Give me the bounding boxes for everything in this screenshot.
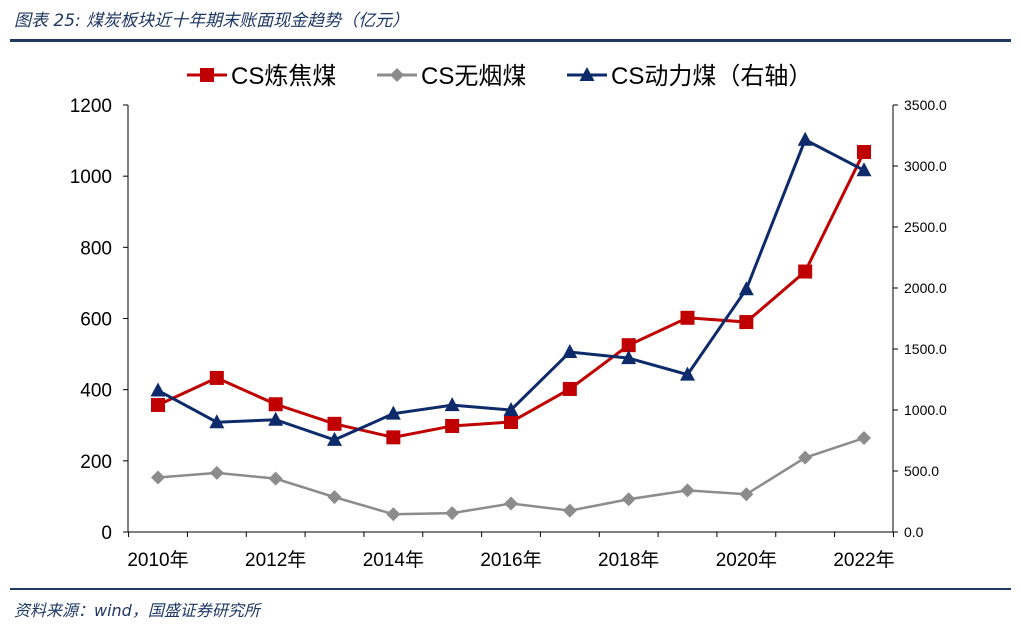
data-point-coking-coal xyxy=(268,397,283,412)
data-point-thermal-coal xyxy=(797,131,813,146)
x-tick-label: 2022年 xyxy=(833,549,894,571)
y-right-tick-label: 0.0 xyxy=(904,524,924,540)
y-left-tick-label: 200 xyxy=(80,452,112,473)
data-point-anthracite xyxy=(268,471,283,486)
legend-marker xyxy=(579,67,595,81)
x-tick-label: 2018年 xyxy=(598,549,659,571)
caption-rule xyxy=(10,39,1011,42)
data-point-anthracite xyxy=(445,506,460,521)
legend-item-thermal-coal: CS动力煤（右轴） xyxy=(567,63,812,90)
y-right-tick-label: 500.0 xyxy=(904,463,939,479)
data-point-anthracite xyxy=(386,507,401,522)
series-coking-coal xyxy=(151,144,871,445)
data-point-anthracite xyxy=(739,487,754,502)
y-right-tick-label: 3500.0 xyxy=(904,97,947,113)
x-tick-label: 2010年 xyxy=(127,549,188,571)
legend-item-coking-coal: CS炼焦煤 xyxy=(187,63,336,90)
data-point-coking-coal xyxy=(504,415,518,430)
data-point-thermal-coal xyxy=(680,366,695,381)
y-left-tick-label: 0 xyxy=(101,523,112,544)
series-line-coking-coal xyxy=(157,151,866,439)
series-anthracite xyxy=(151,431,871,522)
x-tick-label: 2016年 xyxy=(480,549,541,571)
data-point-thermal-coal xyxy=(327,431,342,446)
data-point-anthracite xyxy=(562,503,577,518)
legend-label: CS无烟煤 xyxy=(421,63,526,90)
data-point-anthracite xyxy=(857,431,871,446)
data-point-coking-coal xyxy=(327,416,342,431)
data-point-coking-coal xyxy=(151,397,165,412)
series-line-thermal-coal xyxy=(157,137,865,442)
data-point-thermal-coal xyxy=(444,397,460,412)
legend-label: CS炼焦煤 xyxy=(231,63,336,90)
data-point-anthracite xyxy=(327,490,342,505)
figure-caption: 图表 25: 煤炭板块近十年期末账面现金趋势（亿元） xyxy=(14,11,410,31)
data-point-anthracite xyxy=(504,496,518,511)
data-point-anthracite xyxy=(621,492,636,507)
data-point-coking-coal xyxy=(798,264,813,279)
data-point-thermal-coal xyxy=(503,402,519,416)
data-point-thermal-coal xyxy=(562,344,578,359)
axes: 0 200 400 600 800 1000 1200 0.0 500.0 1000.0 1500.… xyxy=(70,96,947,571)
y-left-tick-label: 600 xyxy=(80,310,112,331)
x-tick-label: 2012年 xyxy=(245,549,306,571)
legend-marker xyxy=(200,68,214,82)
y-left-tick-label: 800 xyxy=(80,238,112,259)
data-point-anthracite xyxy=(680,483,695,498)
data-point-coking-coal xyxy=(209,370,224,385)
data-point-anthracite xyxy=(209,465,224,480)
data-point-anthracite xyxy=(798,450,813,465)
legend-label: CS动力煤（右轴） xyxy=(611,63,812,90)
y-right-tick-label: 1000.0 xyxy=(904,402,947,418)
y-right-tick-label: 1500.0 xyxy=(904,341,947,357)
data-point-coking-coal xyxy=(739,315,754,330)
y-left-tick-label: 1000 xyxy=(70,167,112,188)
series-layer xyxy=(150,131,872,522)
data-point-coking-coal xyxy=(386,430,401,445)
source-note: 资料来源：wind，国盛证券研究所 xyxy=(14,601,260,620)
data-point-thermal-coal xyxy=(268,411,284,426)
data-point-thermal-coal xyxy=(856,162,872,177)
data-point-coking-coal xyxy=(621,338,636,353)
legend-marker xyxy=(390,68,404,82)
data-point-coking-coal xyxy=(857,144,871,159)
data-point-thermal-coal xyxy=(738,281,754,296)
data-point-thermal-coal xyxy=(209,414,225,429)
series-thermal-coal xyxy=(150,131,872,446)
legend: CS炼焦煤 CS无烟煤 CS动力煤（右轴） xyxy=(187,63,812,90)
data-point-thermal-coal xyxy=(150,382,166,397)
data-point-thermal-coal xyxy=(621,350,637,365)
data-point-coking-coal xyxy=(445,418,460,433)
x-tick-label: 2014年 xyxy=(363,549,424,571)
data-point-thermal-coal xyxy=(385,405,401,420)
y-left-tick-label: 400 xyxy=(80,381,112,402)
legend-item-anthracite: CS无烟煤 xyxy=(377,63,526,90)
y-right-tick-label: 2000.0 xyxy=(904,280,947,296)
data-point-coking-coal xyxy=(680,310,695,325)
data-point-coking-coal xyxy=(562,381,577,396)
data-point-anthracite xyxy=(151,470,165,485)
y-right-tick-label: 2500.0 xyxy=(904,219,947,235)
x-tick-label: 2020年 xyxy=(716,549,777,571)
y-left-tick-label: 1200 xyxy=(70,96,112,117)
source-rule xyxy=(10,588,1011,590)
y-right-tick-label: 3000.0 xyxy=(904,158,947,174)
